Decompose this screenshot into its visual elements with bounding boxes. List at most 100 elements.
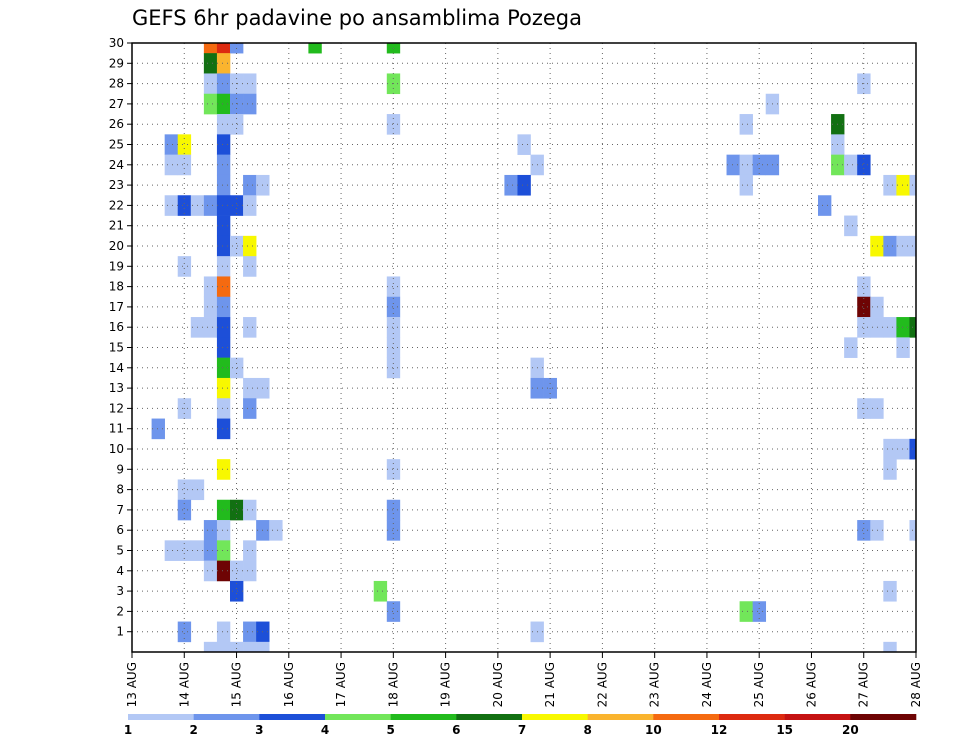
heatmap-cell xyxy=(203,195,218,216)
heatmap-cell xyxy=(216,398,231,419)
heatmap-cell xyxy=(752,154,767,176)
heatmap-cell xyxy=(883,317,897,338)
heatmap-cell xyxy=(216,540,231,561)
colorbar-swatch xyxy=(587,714,654,720)
y-tick-label: 21 xyxy=(109,219,124,233)
heatmap-cell xyxy=(857,276,871,298)
x-tick-label: 16 AUG xyxy=(282,662,296,707)
heatmap-cell xyxy=(256,641,270,653)
x-tick-label: 22 AUG xyxy=(595,662,609,707)
heatmap-cell xyxy=(216,114,231,135)
heatmap-cell xyxy=(883,580,897,602)
heatmap-cell xyxy=(504,174,518,196)
colorbar-swatch xyxy=(193,714,260,720)
heatmap-cell xyxy=(243,499,257,521)
heatmap-cell xyxy=(386,317,401,338)
heatmap-cell xyxy=(883,174,897,196)
heatmap-cell xyxy=(203,317,218,338)
heatmap-cell xyxy=(203,296,218,318)
x-tick-label: 15 AUG xyxy=(230,662,244,707)
heatmap-cell xyxy=(739,154,753,176)
heatmap-cell xyxy=(230,580,244,602)
heatmap-cell xyxy=(230,357,244,379)
heatmap-cell xyxy=(203,520,218,541)
heatmap-cell xyxy=(883,235,897,257)
heatmap-cell xyxy=(203,73,218,95)
heatmap-cell xyxy=(216,357,231,379)
heatmap-cell xyxy=(177,195,192,216)
heatmap-cell xyxy=(177,499,192,521)
heatmap-cell xyxy=(177,540,192,561)
heatmap-cell xyxy=(870,520,884,541)
y-tick-label: 2 xyxy=(116,604,124,618)
x-tick-label: 13 AUG xyxy=(125,662,139,707)
heatmap-cell xyxy=(216,276,231,298)
x-tick-label: 25 AUG xyxy=(752,662,766,707)
y-tick-label: 27 xyxy=(109,97,124,111)
colorbar-label: 2 xyxy=(189,723,197,737)
y-tick-label: 18 xyxy=(109,280,124,294)
heatmap-cell xyxy=(164,195,179,216)
y-tick-label: 29 xyxy=(109,56,124,70)
colorbar-swatch xyxy=(259,714,326,720)
heatmap-cell xyxy=(243,195,257,216)
heatmap-cell xyxy=(230,641,244,653)
colorbar: 1 2 3 4 5 6 7 8 10 12 15 20 xyxy=(124,714,917,737)
heatmap-cell xyxy=(177,134,192,155)
x-tick-label: 17 AUG xyxy=(334,662,348,707)
heatmap-cell xyxy=(857,317,871,338)
colorbar-label: 6 xyxy=(452,723,460,737)
heatmap-cell xyxy=(818,195,832,216)
heatmap-cell xyxy=(216,215,231,237)
y-tick-label: 4 xyxy=(116,564,124,578)
x-tick-label: 23 AUG xyxy=(648,662,662,707)
colorbar-label: 7 xyxy=(518,723,526,737)
heatmap-cell xyxy=(216,641,231,653)
heatmap-cell xyxy=(844,337,858,358)
heatmap-cell xyxy=(216,134,231,155)
heatmap-cell xyxy=(896,317,910,338)
colorbar-label: 15 xyxy=(776,723,793,737)
heatmap-cell xyxy=(177,154,192,176)
heatmap-cell xyxy=(857,154,871,176)
heatmap-cell xyxy=(269,520,283,541)
y-tick-label: 12 xyxy=(109,401,124,415)
heatmap-cell xyxy=(230,93,244,115)
heatmap-cell xyxy=(243,73,257,95)
y-tick-label: 13 xyxy=(109,381,124,395)
colorbar-label: 5 xyxy=(386,723,394,737)
y-tick-label: 22 xyxy=(109,198,124,212)
heatmap-cell xyxy=(883,438,897,460)
heatmap-cell xyxy=(870,235,884,257)
x-tick-label: 18 AUG xyxy=(386,662,400,707)
chart-title: GEFS 6hr padavine po ansamblima Pozega xyxy=(132,6,582,30)
colorbar-swatch xyxy=(456,714,523,720)
colorbar-swatch xyxy=(850,714,917,720)
heatmap-cell xyxy=(216,43,231,54)
heatmap-cell xyxy=(216,337,231,358)
heatmap-cell xyxy=(216,296,231,318)
heatmap-cell xyxy=(177,256,192,277)
y-tick-label: 11 xyxy=(109,422,124,436)
heatmap-cell xyxy=(373,580,388,602)
heatmap-cell xyxy=(883,641,897,653)
y-tick-label: 3 xyxy=(116,584,124,598)
heatmap-cell xyxy=(216,154,231,176)
x-tick-label: 28 AUG xyxy=(909,662,923,707)
chart-grid xyxy=(132,43,916,652)
x-axis: 13 AUG 14 AUG 15 AUG 16 AUG 17 AUG 18 AUG 19 A… xyxy=(125,652,923,707)
heatmap-cell xyxy=(216,53,231,74)
heatmap-cell xyxy=(243,235,257,257)
colorbar-swatch xyxy=(390,714,457,720)
heatmap-cell xyxy=(203,276,218,298)
heatmap-cell xyxy=(164,540,179,561)
y-tick-label: 28 xyxy=(109,77,124,91)
colorbar-label: 20 xyxy=(842,723,859,737)
heatmap-cell xyxy=(386,499,401,521)
colorbar-label: 3 xyxy=(255,723,263,737)
heatmap-cell xyxy=(726,154,740,176)
colorbar-swatch xyxy=(784,714,851,720)
colorbar-swatch xyxy=(522,714,588,720)
heatmap-cell xyxy=(243,256,257,277)
heatmap-cell xyxy=(243,174,257,196)
